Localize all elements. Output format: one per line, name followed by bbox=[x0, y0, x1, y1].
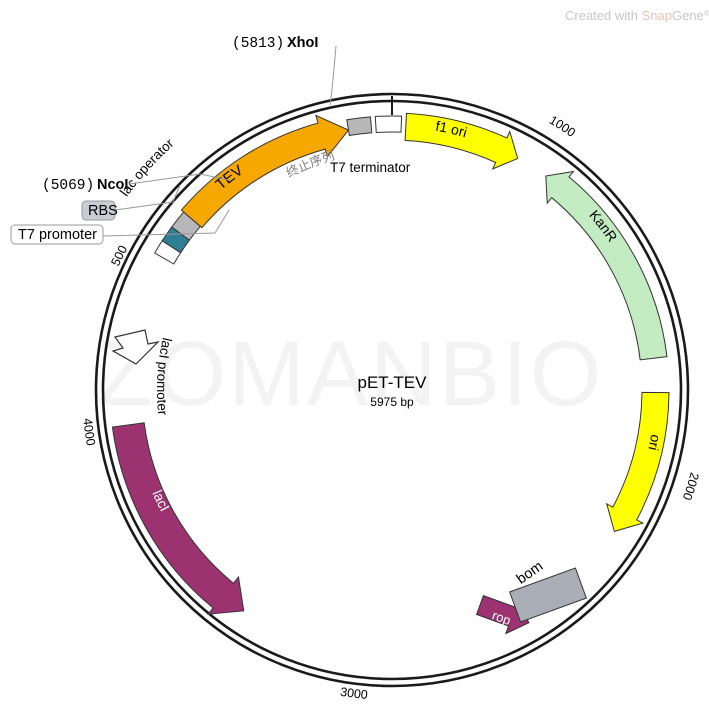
svg-text:pET-TEV: pET-TEV bbox=[358, 373, 428, 392]
svg-text:XhoI: XhoI bbox=[287, 35, 318, 51]
svg-text:T7 terminator: T7 terminator bbox=[330, 160, 411, 175]
svg-text:2000: 2000 bbox=[680, 471, 702, 502]
svg-text:RBS: RBS bbox=[88, 203, 118, 219]
svg-text:ZOMANBIO: ZOMANBIO bbox=[97, 323, 604, 425]
svg-text:T7 promoter: T7 promoter bbox=[18, 227, 97, 243]
svg-text:500: 500 bbox=[108, 243, 130, 268]
svg-text:(5813): (5813) bbox=[232, 36, 284, 52]
svg-text:4000: 4000 bbox=[80, 417, 98, 446]
svg-text:1000: 1000 bbox=[547, 113, 578, 140]
svg-text:NcoI: NcoI bbox=[97, 177, 128, 193]
svg-text:(5069): (5069) bbox=[42, 178, 94, 194]
svg-text:5975 bp: 5975 bp bbox=[370, 395, 414, 409]
svg-text:3000: 3000 bbox=[339, 685, 368, 702]
svg-text:Created with SnapGene®: Created with SnapGene® bbox=[565, 8, 709, 23]
